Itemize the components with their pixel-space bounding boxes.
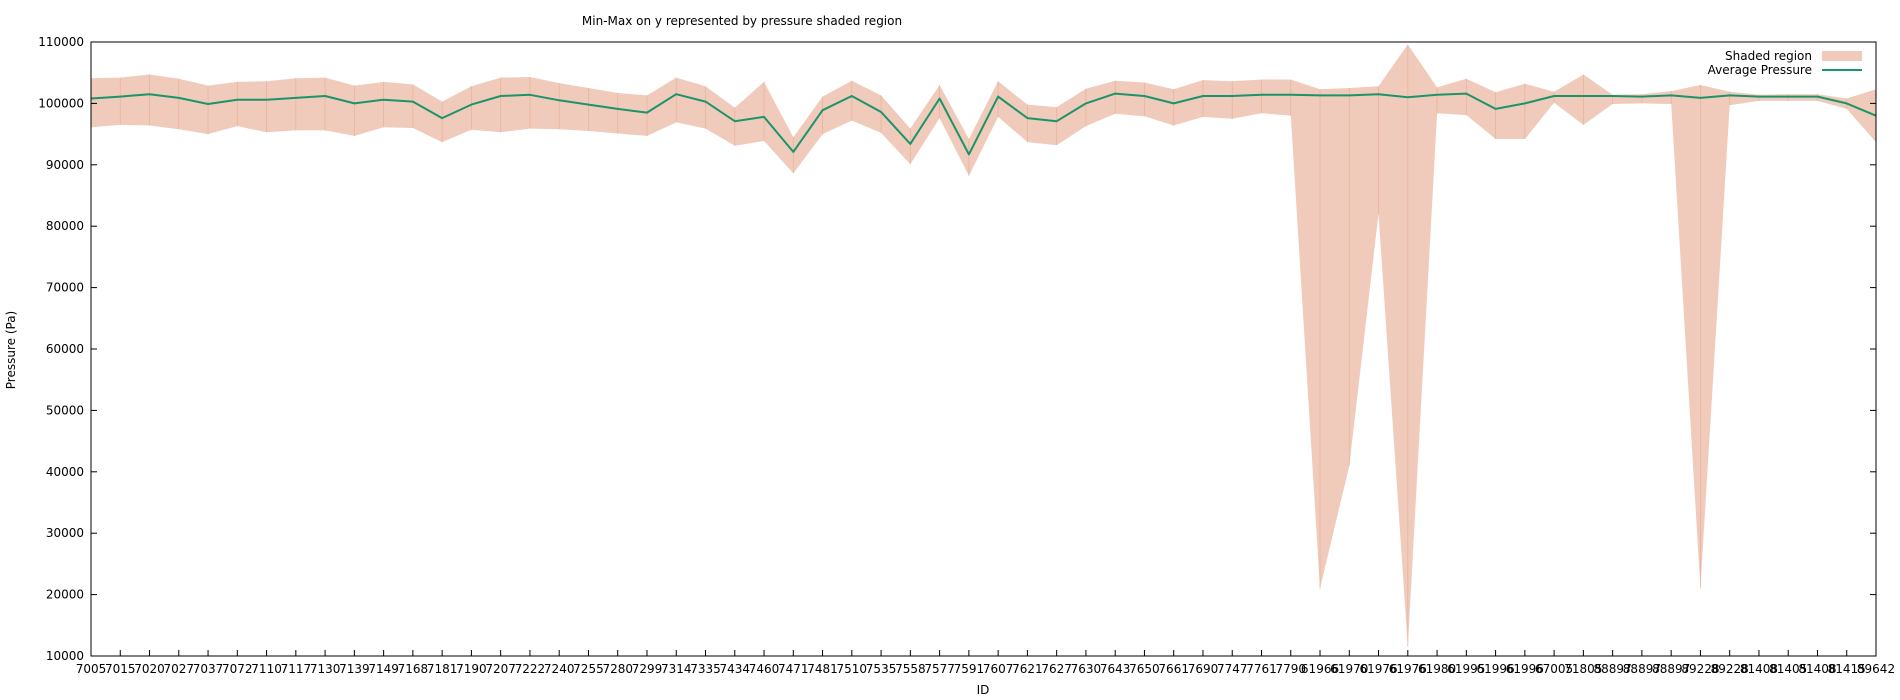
x-tick-label: 7471 <box>778 662 809 676</box>
x-tick-label: 89228 <box>1711 662 1749 676</box>
x-tick-label: 7577 <box>924 662 955 676</box>
x-tick-label: 7255 <box>573 662 604 676</box>
x-tick-label: 89642 <box>1857 662 1895 676</box>
x-tick-label: 67005 <box>1535 662 1573 676</box>
x-tick-label: 7015 <box>105 662 136 676</box>
x-tick-label: 7139 <box>339 662 370 676</box>
x-tick-label: 7299 <box>632 662 663 676</box>
y-tick-label: 40000 <box>46 465 84 479</box>
x-tick-label: 7460 <box>749 662 780 676</box>
x-tick-label: 7535 <box>866 662 897 676</box>
y-tick-label: 90000 <box>46 158 84 172</box>
x-tick-label: 7207 <box>485 662 516 676</box>
x-tick-label: 61966 <box>1301 662 1339 676</box>
x-tick-label: 7591 <box>954 662 985 676</box>
average-pressure-series <box>90 92 1877 156</box>
x-tick-label: 7020 <box>134 662 165 676</box>
x-tick-label: 7621 <box>1012 662 1043 676</box>
x-tick-label: 7149 <box>368 662 399 676</box>
x-tick-label: 7117 <box>281 662 312 676</box>
y-tick-label: 20000 <box>46 588 84 602</box>
legend-label-shaded-region: Shaded region <box>1725 49 1812 63</box>
chart-title: Min-Max on y represented by pressure sha… <box>582 14 902 28</box>
x-tick-label: 7630 <box>1071 662 1102 676</box>
x-tick-label: 7481 <box>807 662 838 676</box>
x-tick-label: 61976 <box>1389 662 1427 676</box>
x-tick-label: 7190 <box>456 662 487 676</box>
x-tick-label: 7181 <box>427 662 458 676</box>
shaded-region-band <box>90 44 1877 647</box>
x-tick-label: 7761 <box>1246 662 1277 676</box>
x-tick-label: 81408 <box>1798 662 1836 676</box>
x-tick-label: 7130 <box>310 662 341 676</box>
x-tick-label: 88897 <box>1652 662 1690 676</box>
y-tick-label: 10000 <box>46 649 84 663</box>
x-tick-label: 88897 <box>1594 662 1632 676</box>
y-axis-title: Pressure (Pa) <box>4 311 18 389</box>
y-tick-label: 70000 <box>46 281 84 295</box>
x-tick-label: 7037 <box>193 662 224 676</box>
x-tick-label: 7558 <box>895 662 926 676</box>
x-tick-label: 7222 <box>515 662 546 676</box>
average-pressure-line <box>90 92 1877 156</box>
x-tick-label: 7240 <box>544 662 575 676</box>
x-tick-label: 7650 <box>1129 662 1160 676</box>
x-tick-label: 61995 <box>1447 662 1485 676</box>
x-tick-label: 81415 <box>1828 662 1866 676</box>
y-tick-label: 60000 <box>46 342 84 356</box>
legend-swatch-shaded-region <box>1822 51 1862 61</box>
x-tick-label: 7110 <box>251 662 282 676</box>
x-tick-label: 61970 <box>1330 662 1368 676</box>
shaded-region-area <box>91 44 1876 647</box>
x-tick-label: 81408 <box>1740 662 1778 676</box>
x-tick-label: 81405 <box>1769 662 1807 676</box>
x-tick-label: 61976 <box>1359 662 1397 676</box>
x-tick-label: 7661 <box>1158 662 1189 676</box>
x-tick-label: 7690 <box>1188 662 1219 676</box>
x-tick-label: 61980 <box>1418 662 1456 676</box>
x-tick-label: 89228 <box>1681 662 1719 676</box>
x-tick-label: 7335 <box>690 662 721 676</box>
x-tick-label: 88897 <box>1623 662 1661 676</box>
x-tick-label: 61996 <box>1506 662 1544 676</box>
x-tick-label: 7434 <box>719 662 750 676</box>
x-tick-label: 7747 <box>1217 662 1248 676</box>
y-tick-label: 50000 <box>46 403 84 417</box>
x-tick-label: 61996 <box>1476 662 1514 676</box>
axes: 10000 20000 30000 40000 50000 60000 70000 80000… <box>38 35 1895 676</box>
x-tick-label: 71805 <box>1564 662 1602 676</box>
y-tick-label: 30000 <box>46 526 84 540</box>
x-tick-label: 7627 <box>1041 662 1072 676</box>
x-tick-label: 7790 <box>1275 662 1306 676</box>
legend-label-average-pressure: Average Pressure <box>1708 63 1812 77</box>
y-tick-label: 110000 <box>38 35 84 49</box>
x-axis-title: ID <box>977 683 990 697</box>
x-tick-label: 7643 <box>1100 662 1131 676</box>
x-tick-label: 7005 <box>76 662 107 676</box>
y-tick-label: 80000 <box>46 219 84 233</box>
x-tick-label: 7072 <box>222 662 253 676</box>
x-tick-label: 7168 <box>398 662 429 676</box>
x-tick-label: 7027 <box>164 662 195 676</box>
y-tick-label: 100000 <box>38 96 84 110</box>
x-tick-label: 7607 <box>983 662 1014 676</box>
x-tick-label: 7280 <box>602 662 633 676</box>
x-tick-label: 7510 <box>837 662 868 676</box>
x-tick-label: 7314 <box>661 662 692 676</box>
